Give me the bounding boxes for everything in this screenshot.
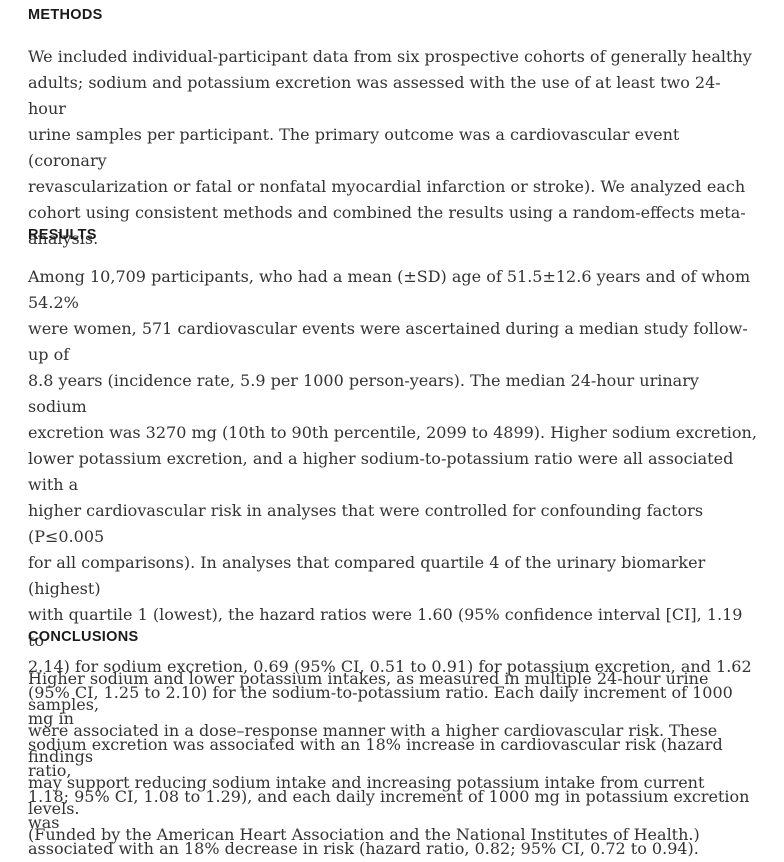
results-heading: RESULTS <box>28 227 97 243</box>
methods-heading: METHODS <box>28 7 103 23</box>
results-text: Among 10,709 participants, who had a mea… <box>28 267 757 858</box>
conclusions-text: Higher sodium and lower potassium intake… <box>28 669 718 844</box>
conclusions-heading: CONCLUSIONS <box>28 629 139 645</box>
methods-text: We included individual-participant data … <box>28 47 752 248</box>
